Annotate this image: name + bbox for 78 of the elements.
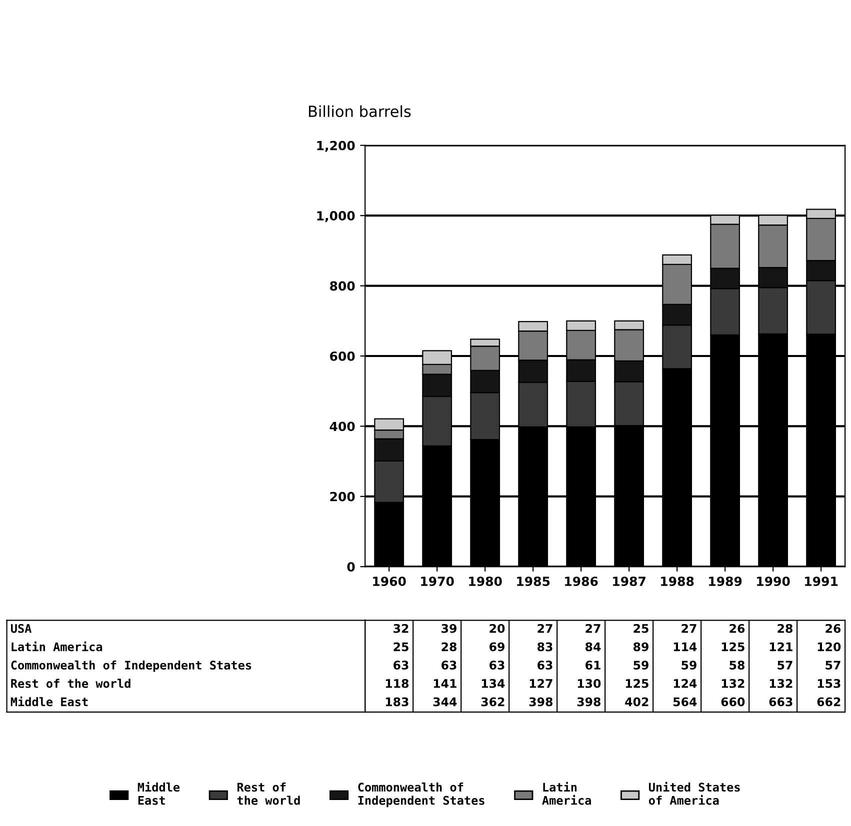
data-label: 124: [674, 679, 697, 688]
data-label: 141: [434, 679, 456, 688]
y-tick-label: 200: [330, 492, 355, 502]
data-label: 69: [490, 642, 504, 652]
data-label: 662: [817, 697, 840, 706]
data-label: 27: [538, 624, 552, 633]
x-tick-label: 1970: [421, 576, 454, 586]
x-tick-label: 1991: [805, 576, 838, 586]
data-label: 114: [674, 642, 697, 652]
data-label: 398: [529, 697, 552, 706]
data-label: 132: [770, 679, 792, 688]
data-label: 63: [490, 660, 504, 670]
data-label: 20: [490, 624, 505, 633]
data-label: 57: [826, 660, 840, 670]
data-label: 63: [538, 660, 552, 670]
y-tick-label: 400: [330, 422, 355, 432]
data-label: 89: [634, 642, 648, 652]
x-tick-label: 1986: [565, 576, 598, 586]
data-label: 183: [386, 697, 408, 706]
data-label: 663: [769, 697, 792, 706]
data-label: 84: [586, 642, 601, 652]
data-label: 26: [826, 624, 841, 633]
x-tick-label: 1987: [613, 576, 646, 586]
legend-label: Commonwealth of Independent States: [358, 782, 484, 808]
data-label: 58: [730, 660, 744, 670]
data-label: 132: [722, 679, 744, 688]
data-label: 28: [778, 624, 792, 633]
y-axis-title: Billion barrels: [308, 105, 411, 118]
y-tick-label: 800: [330, 281, 355, 291]
data-label: 125: [626, 679, 648, 688]
data-label: 153: [818, 679, 840, 688]
data-label: 25: [394, 642, 408, 652]
text: Latin America: [12, 641, 102, 652]
y-tick-label: 0: [347, 562, 355, 572]
data-label: 660: [721, 697, 745, 706]
data-label: 57: [778, 660, 792, 670]
data-label: 83: [538, 642, 552, 652]
data-label: 130: [578, 679, 601, 688]
legend-label: Middle East: [138, 782, 180, 805]
x-tick-label: 1985: [517, 576, 550, 586]
x-tick-label: 1988: [661, 576, 694, 586]
data-label: 39: [442, 624, 456, 633]
y-tick-label: 1,200: [317, 140, 355, 152]
data-label: 63: [442, 660, 456, 670]
data-label: 61: [586, 660, 600, 670]
data-label: 32: [394, 624, 408, 633]
data-label: 125: [722, 642, 744, 652]
data-label: 25: [634, 624, 648, 633]
data-label: 362: [481, 697, 504, 706]
legend-label: Rest of the world: [237, 782, 300, 805]
legend-label: Latin America: [542, 782, 591, 805]
data-label: 344: [433, 697, 457, 706]
x-tick-label: 1990: [757, 576, 790, 586]
text: USA: [11, 624, 32, 633]
text: Middle East: [10, 696, 88, 706]
data-label: 28: [442, 642, 456, 652]
text: Rest of the world: [11, 678, 130, 688]
data-label: 26: [730, 624, 745, 633]
x-tick-label: 1960: [373, 576, 406, 586]
y-tick-label: 600: [330, 351, 355, 361]
data-label: 402: [625, 697, 648, 706]
y-tick-label: 1,000: [317, 211, 355, 222]
data-label: 127: [530, 679, 552, 688]
data-label: 564: [673, 697, 697, 706]
x-tick-label: 1980: [469, 576, 502, 586]
data-label: 118: [386, 679, 409, 688]
data-label: 134: [482, 679, 505, 688]
text: Commonwealth of Independent States: [11, 660, 252, 672]
x-tick-label: 1989: [709, 576, 742, 586]
data-label: 120: [818, 642, 841, 652]
data-label: 27: [682, 624, 696, 633]
data-label: 59: [682, 660, 696, 670]
data-label: 121: [770, 642, 792, 652]
legend-label: United States of America: [648, 782, 740, 805]
data-label: 398: [577, 697, 600, 706]
data-label: 59: [634, 660, 648, 670]
data-label: 63: [394, 660, 408, 670]
data-label: 27: [586, 624, 600, 633]
